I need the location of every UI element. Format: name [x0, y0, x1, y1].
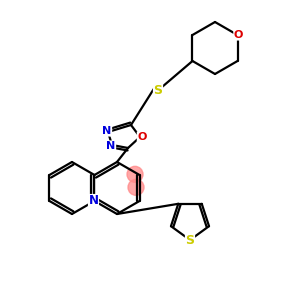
Circle shape — [127, 166, 143, 182]
Text: O: O — [234, 30, 243, 40]
Text: S: S — [154, 83, 163, 97]
Circle shape — [128, 179, 144, 195]
Text: N: N — [106, 141, 116, 151]
Text: N: N — [102, 126, 112, 136]
Text: O: O — [137, 132, 147, 142]
Text: N: N — [88, 194, 98, 208]
Text: S: S — [185, 235, 194, 248]
